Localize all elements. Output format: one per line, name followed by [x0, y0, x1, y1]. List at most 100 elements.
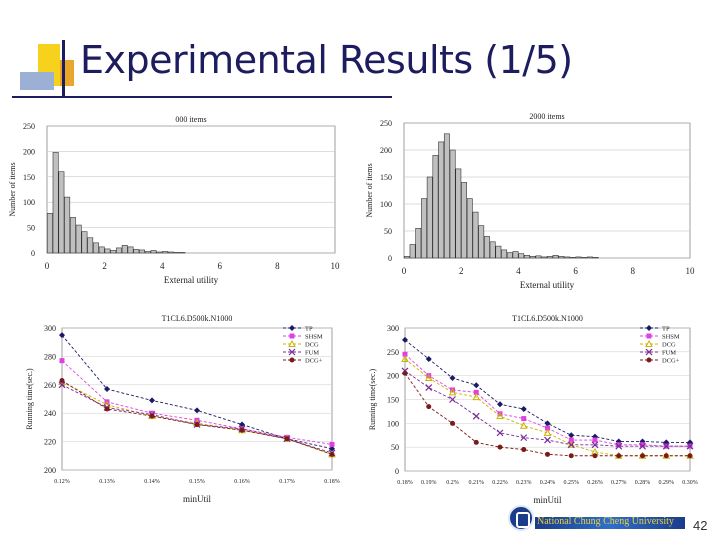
data-point — [239, 427, 245, 433]
data-point — [329, 445, 335, 452]
histogram-bar — [110, 250, 117, 254]
data-point — [545, 425, 550, 431]
histogram-bar — [552, 255, 559, 259]
data-point — [426, 404, 432, 410]
x-tick-label: 0 — [45, 261, 50, 271]
histogram-bar — [127, 246, 134, 254]
x-tick-label: 0.24% — [540, 480, 556, 486]
y-tick-label: 100 — [380, 200, 392, 209]
data-point — [646, 357, 652, 363]
y-tick-label: 300 — [44, 324, 56, 333]
data-point — [149, 413, 155, 419]
slide-title: Experimental Results (1/5) — [80, 38, 573, 82]
histogram-bar — [541, 256, 548, 259]
y-axis-label: Running time(sec.) — [368, 369, 377, 431]
data-point — [329, 451, 335, 457]
histogram-bar — [472, 211, 479, 259]
y-tick-label: 240 — [44, 409, 56, 418]
histogram-bar — [156, 251, 163, 254]
data-point — [663, 453, 669, 459]
data-point — [149, 397, 155, 404]
data-point — [104, 406, 110, 412]
x-tick-label: 0.19% — [421, 480, 437, 486]
data-point — [496, 429, 504, 437]
university-logo — [508, 505, 534, 531]
x-tick-label: 0.30% — [682, 480, 698, 486]
data-point — [662, 442, 670, 450]
legend-label: SHSM — [662, 334, 680, 341]
legend-label: DCG+ — [662, 358, 680, 365]
data-point — [59, 378, 65, 384]
data-point — [568, 453, 574, 459]
data-point — [646, 333, 652, 339]
data-point — [425, 384, 433, 392]
university-name: National Chung Cheng University — [537, 516, 674, 527]
data-point — [473, 389, 479, 395]
data-point — [521, 416, 527, 422]
x-tick-label: 0.29% — [659, 480, 675, 486]
chart-title: T1CL6.D500k.N1000 — [512, 314, 583, 323]
histogram-bar — [409, 244, 416, 259]
data-point — [194, 422, 200, 428]
data-point — [496, 412, 504, 420]
x-tick-label: 0.17% — [279, 479, 295, 485]
histogram-bar — [173, 252, 180, 254]
y-tick-label: 0 — [395, 467, 399, 476]
y-tick-label: 250 — [23, 122, 35, 131]
page-number: 42 — [693, 518, 708, 533]
histogram-bar — [415, 228, 422, 259]
x-tick-label: 6 — [573, 266, 578, 276]
histogram-bar — [64, 196, 71, 254]
x-tick-label: 0.12% — [54, 479, 70, 485]
data-point — [568, 432, 575, 439]
y-tick-label: 300 — [387, 324, 399, 333]
data-point — [288, 348, 296, 356]
data-point — [289, 357, 295, 363]
x-tick-label: 0 — [402, 266, 407, 276]
histogram-bar — [443, 133, 450, 259]
histogram-bar — [162, 251, 169, 254]
histogram-bar — [432, 155, 439, 259]
histogram-bar — [524, 255, 530, 259]
data-point — [567, 441, 575, 449]
x-tick-label: 4 — [516, 266, 521, 276]
histogram-bar — [426, 176, 433, 259]
data-point — [591, 441, 599, 449]
histogram-bar — [403, 256, 410, 259]
histogram-bar — [81, 231, 88, 254]
legend-label: FUM — [305, 350, 319, 357]
data-point — [424, 374, 433, 382]
histogram-bar — [104, 248, 111, 254]
x-tick-label: 0.26% — [587, 480, 603, 486]
y-tick-label: 250 — [387, 348, 399, 357]
x-tick-label: 0.23% — [516, 480, 532, 486]
y-axis-label: Number of items — [8, 162, 17, 216]
histogram-bar — [489, 241, 496, 259]
histogram-bar — [421, 198, 427, 259]
data-point — [402, 336, 408, 343]
histogram-bar — [98, 246, 105, 254]
histogram-bar — [529, 256, 536, 259]
x-tick-label: 0.28% — [635, 480, 651, 486]
data-point — [448, 388, 457, 396]
x-axis-label: External utility — [164, 275, 219, 285]
histogram-bar — [58, 171, 65, 254]
x-tick-label: 2 — [102, 261, 107, 271]
data-point — [592, 453, 598, 459]
chart-title: T1CL6.D500k.N1000 — [162, 314, 233, 323]
data-point — [616, 442, 622, 448]
y-tick-label: 100 — [23, 198, 35, 207]
data-point — [645, 339, 653, 347]
legend-label: DCG — [662, 342, 676, 349]
x-tick-label: 10 — [686, 266, 696, 276]
title-deco-horizontal-rule — [12, 96, 392, 98]
data-point — [519, 421, 528, 429]
data-point — [639, 442, 646, 450]
plot-frame — [61, 327, 333, 471]
data-point — [449, 375, 456, 382]
histogram-1000-items: 0 50 100 150 200 250 0 2 4 6 8 10 000 items External … — [0, 100, 350, 298]
data-point — [329, 441, 335, 447]
data-point — [58, 381, 66, 389]
y-tick-label: 50 — [27, 224, 35, 233]
data-point — [521, 447, 527, 453]
